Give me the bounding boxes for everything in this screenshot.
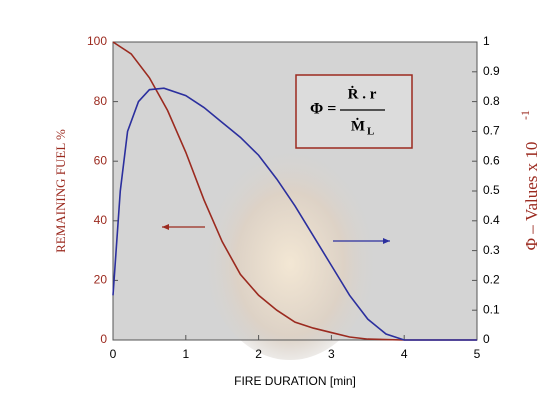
y2-tick-label: 0.4 [483,213,500,227]
y2-axis-label-exponent: -1 [518,110,532,120]
y2-tick-label: 0.8 [483,94,500,108]
left-arrow-head [162,224,169,230]
formula-denominator: Ṁ [351,117,365,134]
y2-tick-label: 0 [483,332,490,346]
formula-box: Φ = Ṙ . r Ṁ L [295,74,413,149]
y2-tick-label: 1 [483,34,490,48]
y2-tick-label: 0.3 [483,243,500,257]
series-line [112,87,477,341]
y-tick-label: 80 [94,94,108,108]
y-tick-label: 60 [94,153,108,167]
formula-frame [295,74,413,149]
y-axis-label: REMAINING FUEL % [53,129,68,253]
y-tick-label: 20 [94,273,108,287]
y2-tick-label: 0.2 [483,273,500,287]
x-tick-label: 1 [182,347,189,361]
arrows [162,224,390,244]
y2-tick-label: 0.9 [483,64,500,78]
y-tick-label: 40 [94,213,108,227]
y-tick-label: 0 [100,332,107,346]
y2-tick-label: 0.6 [483,153,500,167]
x-tick-label: 0 [110,347,117,361]
y2-tick-label: 0.5 [483,183,500,197]
x-tick-label: 2 [255,347,262,361]
x-axis-label: FIRE DURATION [min] [234,374,356,388]
formula-numerator: Ṙ . r [348,85,377,102]
x-tick-label: 4 [401,347,408,361]
right-arrow-head [383,238,390,244]
y-tick-label: 100 [87,34,107,48]
fire-background [200,120,380,360]
formula-lhs: Φ = [310,101,336,118]
y2-tick-label: 0.7 [483,124,500,138]
x-tick-label: 3 [328,347,335,361]
x-tick-label: 5 [474,347,481,361]
formula-subscript: L [367,126,374,138]
y2-axis-label: Φ – Values x 10 [522,142,541,251]
series-line [112,41,477,341]
y2-tick-label: 0.1 [483,302,500,316]
